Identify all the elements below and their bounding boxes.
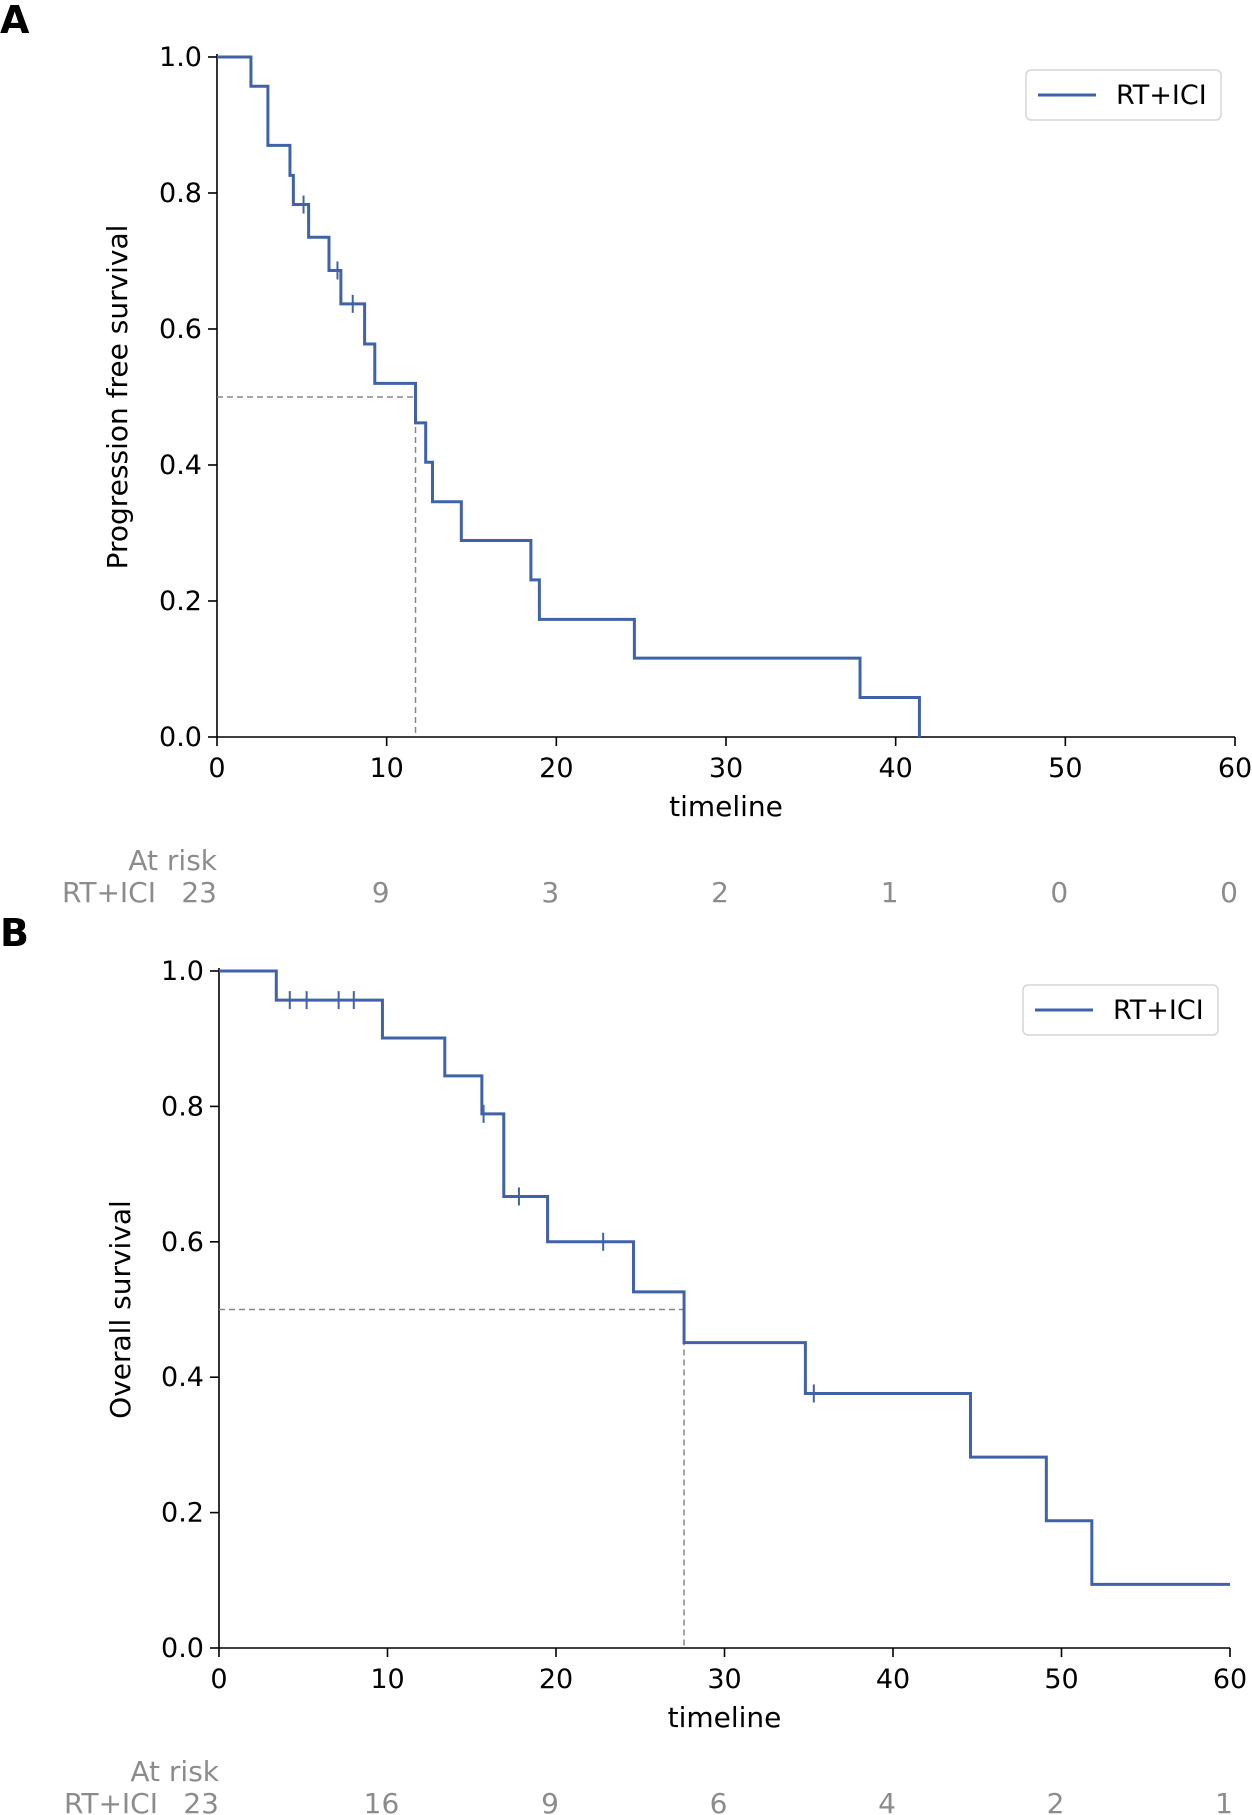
x-tick-label: 0 (208, 753, 225, 784)
at-risk-count: 0 (1220, 876, 1238, 909)
at-risk-count: 4 (878, 1787, 896, 1815)
y-tick-label: 0.8 (159, 178, 202, 209)
y-axis-title: Progression free survival (101, 225, 134, 570)
x-tick-label: 40 (876, 1664, 910, 1695)
legend-label: RT+ICI (1113, 995, 1204, 1026)
panel-label: A (0, 0, 30, 42)
at-risk-count: 23 (183, 1787, 219, 1815)
at-risk-count: 2 (711, 876, 729, 909)
at-risk-count: 16 (364, 1787, 400, 1815)
at-risk-count: 6 (710, 1787, 728, 1815)
x-axis-title: timeline (669, 790, 783, 823)
y-tick-label: 0.2 (161, 1498, 204, 1529)
survival-curve (219, 969, 1230, 1586)
x-tick-label: 20 (539, 753, 573, 784)
x-tick-label: 0 (210, 1664, 227, 1695)
y-tick-label: 1.0 (159, 42, 202, 73)
y-tick-label: 0.6 (161, 1227, 204, 1258)
x-tick-label: 20 (539, 1664, 573, 1695)
at-risk-count: 3 (541, 876, 559, 909)
x-tick-label: 30 (709, 753, 743, 784)
x-tick-label: 50 (1048, 753, 1082, 784)
at-risk-count: 9 (541, 1787, 559, 1815)
at-risk-count: 2 (1047, 1787, 1065, 1815)
at-risk-count: 23 (181, 876, 217, 909)
at-risk-count: 1 (1215, 1787, 1233, 1815)
at-risk-count: 1 (881, 876, 899, 909)
at-risk-row-label: RT+ICI (64, 1787, 158, 1815)
y-tick-label: 0.4 (161, 1362, 204, 1393)
y-tick-label: 0.8 (161, 1091, 204, 1122)
legend-label: RT+ICI (1116, 80, 1207, 111)
x-tick-label: 40 (878, 753, 912, 784)
y-axis-title: Overall survival (104, 1200, 137, 1419)
y-tick-label: 0.0 (161, 1633, 204, 1664)
x-axis-title: timeline (668, 1701, 782, 1734)
at-risk-count: 9 (372, 876, 390, 909)
legend-box (1025, 69, 1222, 121)
y-tick-label: 1.0 (161, 956, 204, 987)
at-risk-title: At risk (128, 844, 217, 877)
chart-panel-b: B 0.0 0.2 0.4 0.6 0.8 1.0 0 10 20 30 40 50 60 Overall … (0, 911, 1247, 1815)
at-risk-title: At risk (130, 1755, 219, 1788)
x-tick-label: 60 (1218, 753, 1252, 784)
survival-curve (217, 55, 921, 737)
y-tick-label: 0.4 (159, 450, 202, 481)
x-tick-label: 30 (707, 1664, 741, 1695)
x-tick-label: 50 (1044, 1664, 1078, 1695)
legend-box (1022, 984, 1219, 1036)
at-risk-count: 0 (1050, 876, 1068, 909)
at-risk-row-label: RT+ICI (62, 876, 156, 909)
x-tick-label: 10 (369, 753, 403, 784)
panel-label: B (0, 911, 29, 955)
x-tick-label: 60 (1213, 1664, 1247, 1695)
chart-panel-a: A0.00.20.40.60.81.00 10 20 30 40 50 60Progress… (0, 0, 1252, 909)
x-tick-label: 10 (370, 1664, 404, 1695)
y-tick-label: 0.6 (159, 314, 202, 345)
y-tick-label: 0.2 (159, 586, 202, 617)
y-tick-label: 0.0 (159, 722, 202, 753)
